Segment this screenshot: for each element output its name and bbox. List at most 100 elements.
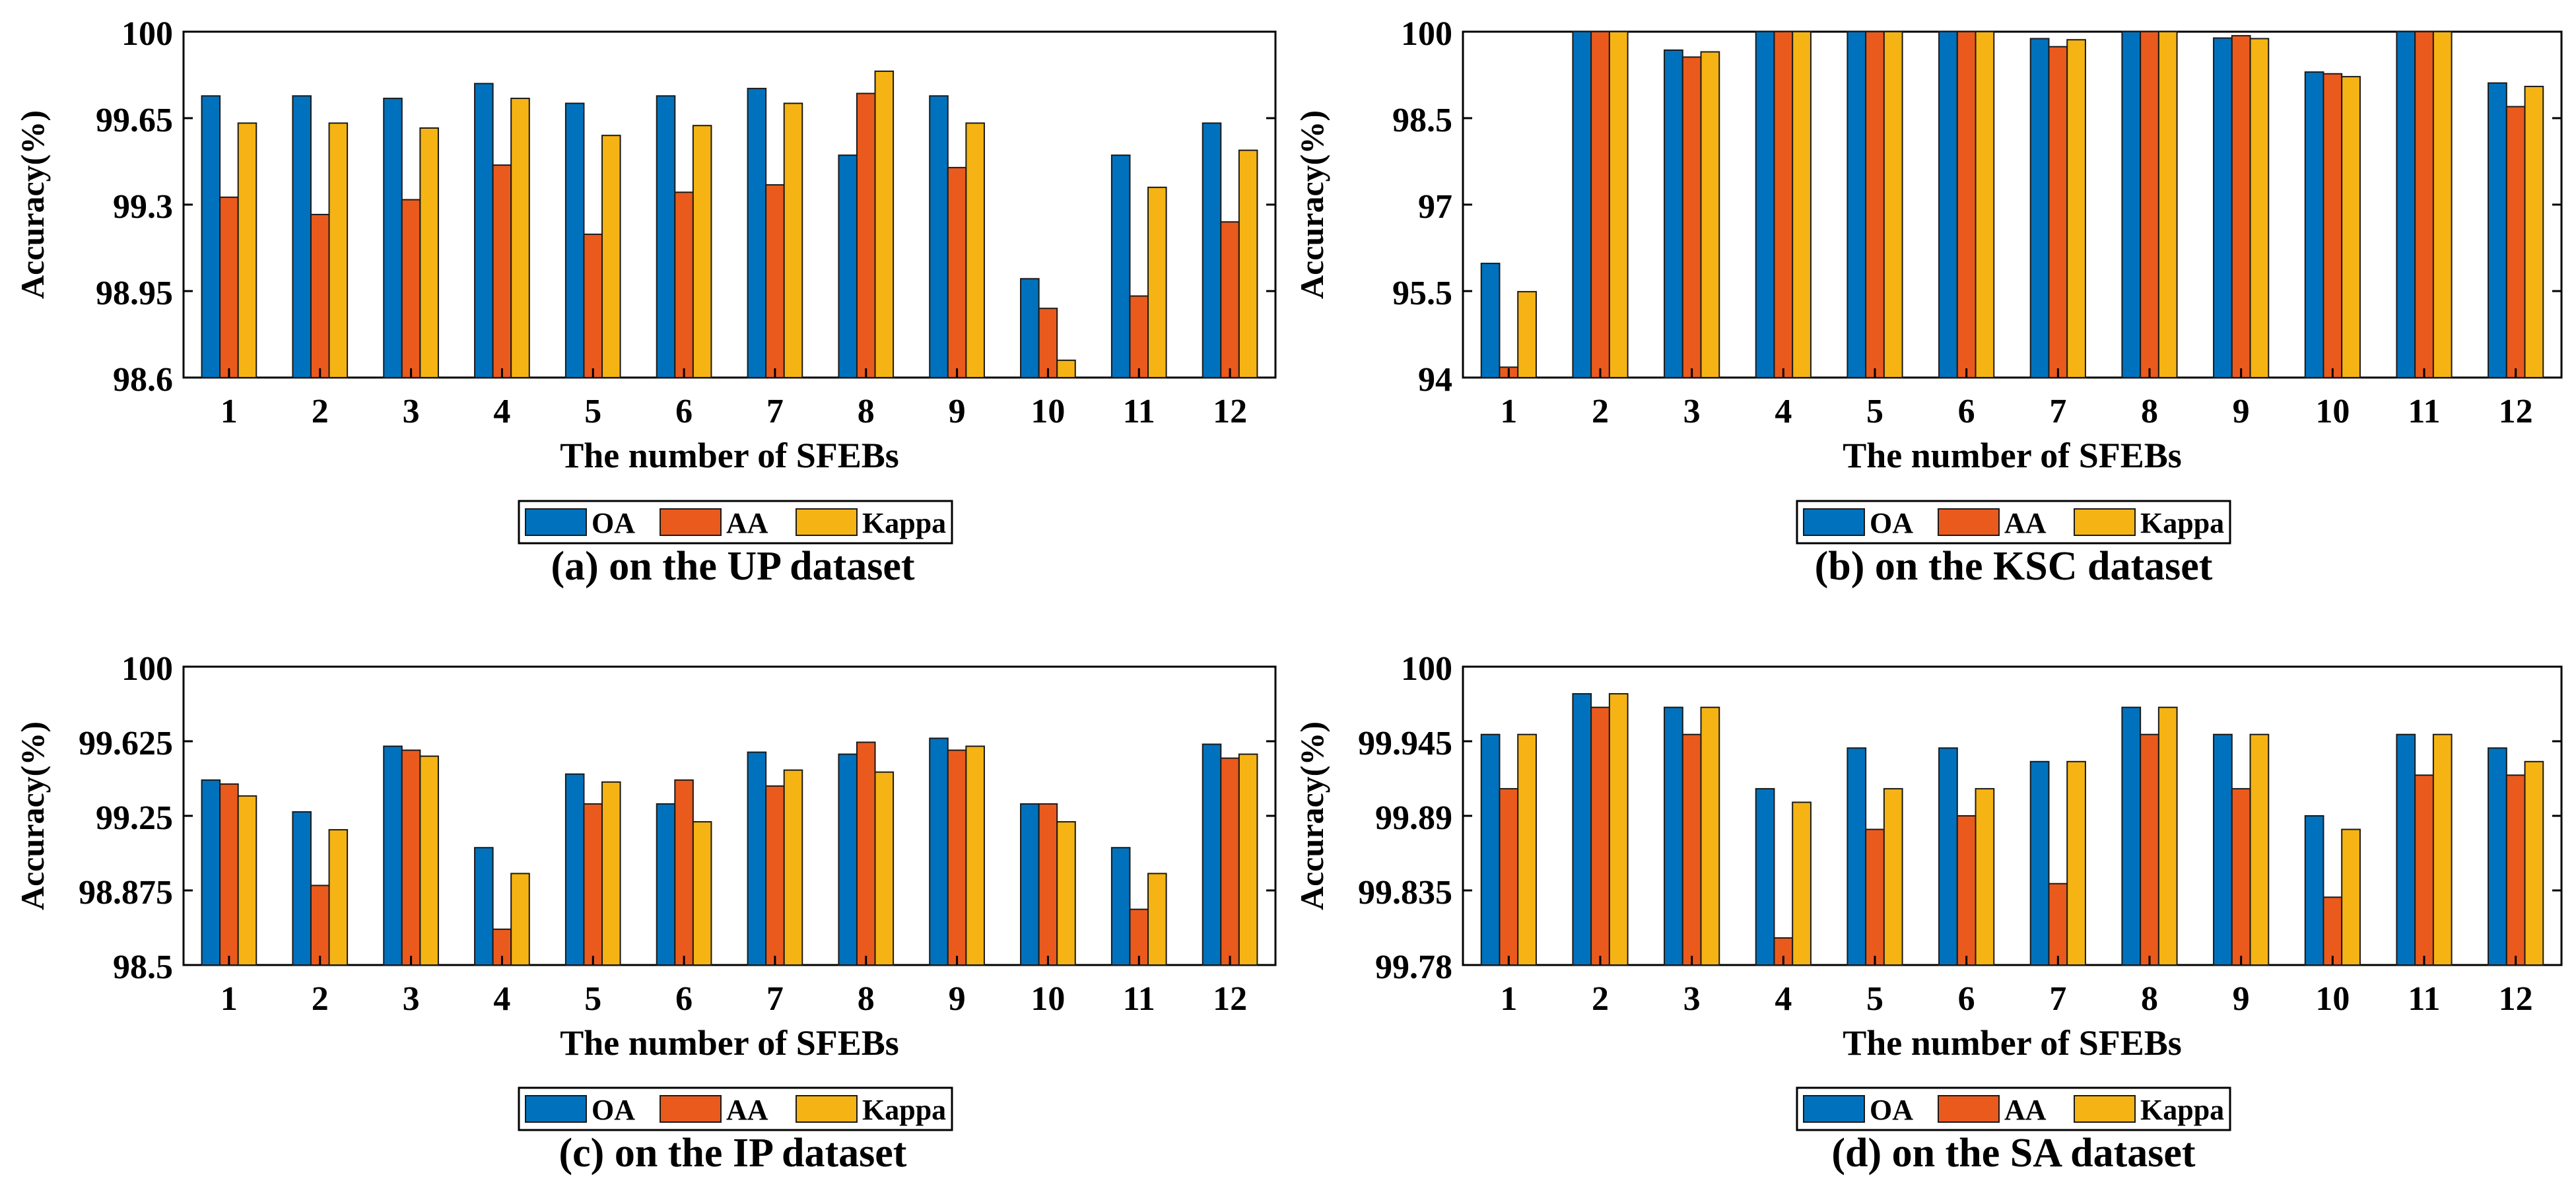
legend-box [518,1086,953,1131]
legend-box [518,500,953,545]
legend: OA AA Kappa [1796,500,2231,545]
bar-aa [2414,31,2434,378]
bar-oa [1664,706,1683,966]
bar-kappa [510,873,530,966]
bar-aa [2322,896,2343,966]
bar-kappa [965,122,985,378]
bar-oa [1572,31,1592,378]
x-tick-label: 4 [493,980,510,1018]
bar-oa [1110,154,1131,378]
y-tick-label: 94 [1418,361,1452,399]
bar-group-8 [2121,706,2178,966]
x-tick-label: 5 [584,393,601,430]
bar-group-10 [1020,803,1076,966]
bar-kappa [874,70,895,378]
bar-oa [929,95,949,378]
y-axis-label: Accuracy(%) [1293,721,1330,910]
bar-group-11 [1110,847,1167,966]
bar-group-5 [564,102,621,379]
x-tick-label: 3 [403,393,420,430]
bar-aa [674,191,694,378]
x-tick-label: 5 [584,980,601,1018]
bar-group-7 [747,88,803,379]
bar-group-7 [2029,38,2086,379]
bar-oa [2029,760,2050,966]
bar-aa [401,749,421,966]
legend-label-kappa: Kappa [2140,507,2224,539]
bar-aa [2231,787,2251,966]
bar-kappa [2066,760,2086,966]
bar-group-11 [2396,733,2453,966]
bar-oa [292,95,312,378]
x-tick-label: 2 [1592,980,1609,1018]
bar-kappa [1975,31,1995,378]
bar-group-5 [564,773,621,966]
bar-kappa [2524,85,2544,378]
bar-group-12 [1202,122,1258,379]
bar-oa [929,737,949,966]
y-tick-label: 100 [121,15,173,53]
y-tick-label: 99.25 [96,799,173,837]
bar-aa [310,213,330,378]
x-tick-label: 11 [1123,393,1155,430]
x-tick-label: 6 [1958,393,1975,430]
bar-kappa [1608,31,1629,378]
y-axis-label: Accuracy(%) [1293,110,1330,299]
y-tick-label: 97 [1418,188,1452,226]
x-tick-label: 1 [220,393,238,430]
x-tick-label: 12 [1213,980,1247,1018]
bar-kappa [692,125,712,378]
bar-oa [1202,743,1222,966]
legend-swatch-oa [525,508,587,536]
bar-group-5 [1847,747,1903,966]
bar-oa [201,779,221,966]
y-tick-label: 95.5 [1392,275,1452,312]
x-tick-label: 2 [312,393,329,430]
bar-group-1 [201,95,257,378]
x-tick-label: 8 [2141,980,2158,1018]
x-tick-label: 4 [493,393,510,430]
x-tick-label: 9 [949,980,966,1018]
bar-kappa [1792,801,1812,966]
legend-label-kappa: Kappa [2140,1094,2224,1126]
bar-kappa [1238,753,1258,966]
bar-kappa [1147,873,1167,966]
bar-oa [1755,787,1775,966]
bar-oa [2121,31,2142,378]
bar-aa [947,749,967,966]
bar-kappa [1238,149,1258,379]
y-tick-label: 98.95 [96,275,173,312]
bar-group-11 [2396,31,2453,378]
bar-group-4 [1755,787,1812,966]
bar-aa [2505,106,2526,379]
panel-caption: (a) on the UP dataset [551,544,914,589]
x-tick-label: 9 [2233,393,2250,430]
bar-kappa [2157,31,2178,378]
bar-aa [2322,73,2343,379]
bar-oa [656,95,676,378]
x-axis-label: The number of SFEBs [1843,1023,2182,1063]
bar-group-3 [1664,49,1720,379]
bar-oa [1938,31,1958,378]
bar-group-9 [929,95,985,378]
bar-group-3 [383,98,439,379]
bar-group-3 [1664,706,1720,966]
bar-oa [2213,37,2233,378]
bar-kappa [2432,31,2453,378]
bar-aa [856,741,876,966]
bar-aa [1499,787,1519,966]
y-tick-label: 99.945 [1358,725,1452,762]
bar-kappa [237,122,257,378]
bar-aa [674,779,694,966]
x-tick-label: 2 [312,980,329,1018]
bar-aa [1038,308,1058,379]
bar-aa [1681,733,1702,966]
x-tick-label: 8 [858,393,875,430]
bar-kappa [601,135,621,378]
legend: OA AA Kappa [518,1086,953,1131]
y-axis-label: Accuracy(%) [14,110,51,299]
bar-oa [1847,747,1867,966]
bar-group-6 [656,779,712,966]
bar-oa [1110,847,1131,966]
